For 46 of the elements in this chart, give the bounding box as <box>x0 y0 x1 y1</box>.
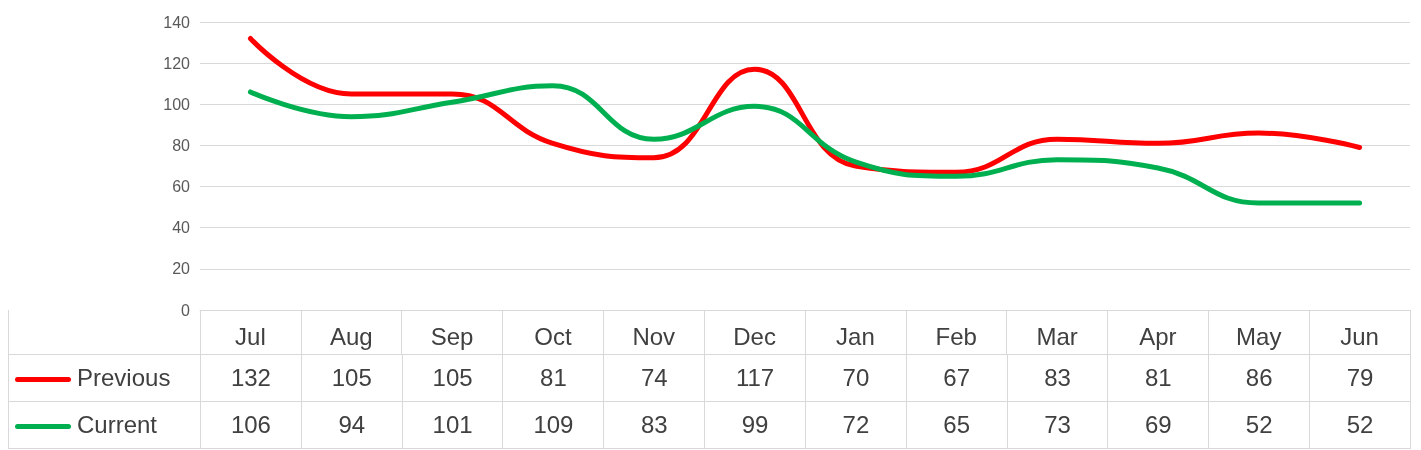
data-label: 74 <box>603 354 705 402</box>
data-label: 106 <box>200 401 302 449</box>
legend-label: Current <box>77 411 158 438</box>
data-label: 52 <box>1208 401 1310 449</box>
data-label: 73 <box>1007 401 1108 449</box>
data-label: 79 <box>1309 354 1411 402</box>
data-label: 99 <box>704 401 806 449</box>
y-tick-label: 80 <box>172 136 191 154</box>
y-tick-label: 40 <box>172 219 191 237</box>
y-tick-label: 140 <box>163 13 191 31</box>
y-tick-label: 20 <box>172 260 191 278</box>
data-label: 83 <box>603 401 705 449</box>
x-tick-label: Jan <box>836 322 875 350</box>
x-tick-label: Jul <box>235 322 266 350</box>
data-label: 52 <box>1309 401 1411 449</box>
data-label: 109 <box>502 401 604 449</box>
data-label: 81 <box>1107 354 1209 402</box>
y-tick-label: 100 <box>163 95 191 113</box>
x-tick-label: Dec <box>733 322 776 350</box>
x-tick-label: Feb <box>935 322 977 350</box>
data-label: 117 <box>704 354 806 402</box>
x-tick-label: Aug <box>329 322 373 350</box>
x-tick-label: Oct <box>534 322 572 350</box>
data-label: 94 <box>301 401 403 449</box>
data-label: 81 <box>502 354 604 402</box>
data-label: 101 <box>402 401 503 449</box>
data-label: 105 <box>402 354 503 402</box>
data-label: 86 <box>1208 354 1310 402</box>
data-label: 72 <box>805 401 907 449</box>
x-tick-label: Jun <box>1340 322 1379 350</box>
data-label: 65 <box>906 401 1008 449</box>
y-tick-label: 0 <box>181 301 191 319</box>
x-tick-label: May <box>1236 322 1282 350</box>
legend-label: Previous <box>77 364 171 391</box>
y-tick-label: 60 <box>172 178 191 196</box>
data-label: 105 <box>301 354 403 402</box>
x-tick-label: Mar <box>1036 322 1078 350</box>
x-tick-label: Sep <box>430 322 474 350</box>
data-label: 83 <box>1007 354 1108 402</box>
data-label: 69 <box>1107 401 1209 449</box>
x-tick-label: Apr <box>1139 322 1177 350</box>
y-tick-label: 120 <box>163 54 191 72</box>
data-label: 132 <box>200 354 302 402</box>
data-label: 70 <box>805 354 907 402</box>
x-tick-label: Nov <box>632 322 676 350</box>
data-label: 67 <box>906 354 1008 402</box>
